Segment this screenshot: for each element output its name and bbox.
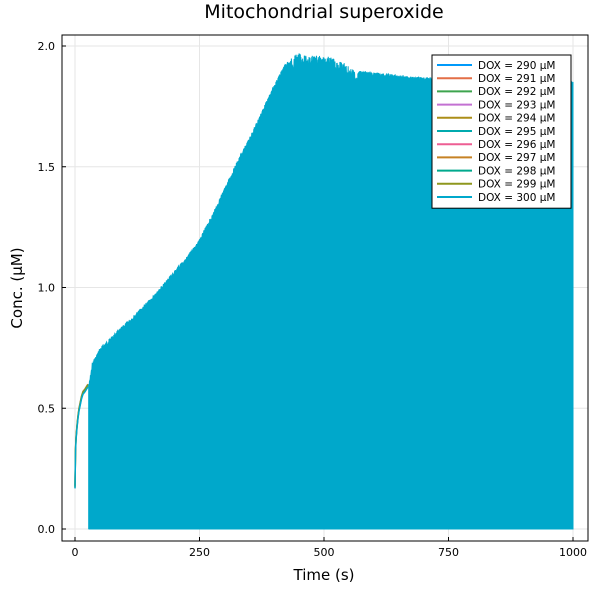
legend-entry: DOX = 294 μM — [478, 113, 555, 125]
legend-entry: DOX = 296 μM — [478, 139, 555, 151]
legend-entry: DOX = 293 μM — [478, 99, 555, 111]
x-tick-label: 250 — [189, 546, 210, 559]
legend-entry: DOX = 299 μM — [478, 179, 555, 191]
chart-title: Mitochondrial superoxide — [204, 1, 443, 23]
legend-entry: DOX = 300 μM — [478, 192, 555, 204]
x-tick-label: 0 — [72, 546, 79, 559]
y-tick-label: 1.5 — [38, 161, 56, 174]
series-line-initial — [74, 386, 89, 489]
legend-entry: DOX = 290 μM — [478, 60, 555, 72]
legend-entry: DOX = 292 μM — [478, 86, 555, 98]
x-tick-label: 750 — [438, 546, 459, 559]
y-tick-label: 1.0 — [38, 282, 56, 295]
x-tick-label: 500 — [314, 546, 335, 559]
y-axis-label: Conc. (μM) — [8, 247, 26, 328]
y-tick-label: 0.5 — [38, 402, 56, 415]
y-axis: 0.0 0.5 1.0 1.5 2.0 — [38, 40, 66, 536]
y-tick-label: 0.0 — [38, 523, 56, 536]
legend-entry: DOX = 298 μM — [478, 165, 555, 177]
x-axis: 0 250 500 750 1000 — [72, 537, 587, 559]
legend-entry: DOX = 291 μM — [478, 73, 555, 85]
legend-entry: DOX = 295 μM — [478, 126, 555, 138]
y-tick-label: 2.0 — [38, 40, 56, 53]
legend-entry: DOX = 297 μM — [478, 152, 555, 164]
x-axis-label: Time (s) — [293, 566, 355, 584]
x-tick-label: 1000 — [559, 546, 587, 559]
